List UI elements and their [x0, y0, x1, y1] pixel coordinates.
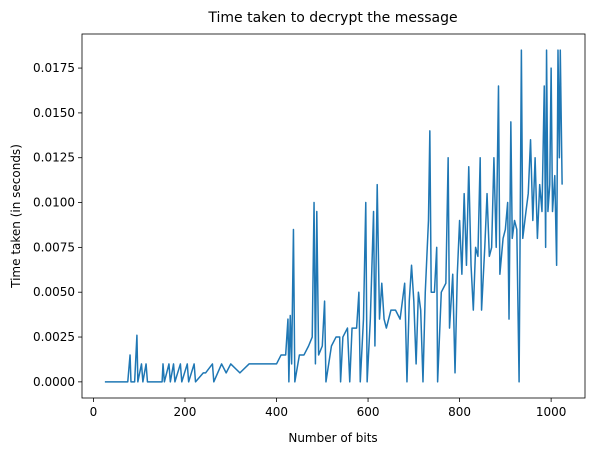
y-tick-label: 0.0075 — [33, 240, 75, 254]
x-tick-label: 200 — [174, 405, 197, 419]
x-tick-label: 0 — [90, 405, 98, 419]
x-axis-label: Number of bits — [288, 431, 377, 445]
y-tick-label: 0.0025 — [33, 330, 75, 344]
x-tick-label: 800 — [448, 405, 471, 419]
y-tick-label: 0.0150 — [33, 106, 75, 120]
x-tick-label: 400 — [265, 405, 288, 419]
x-tick-label: 1000 — [536, 405, 567, 419]
chart-title: Time taken to decrypt the message — [207, 10, 457, 26]
data-line — [104, 49, 563, 383]
plot-frame — [81, 33, 586, 399]
y-tick-label: 0.0125 — [33, 151, 75, 165]
y-tick-label: 0.0050 — [33, 285, 75, 299]
x-tick-label: 600 — [357, 405, 380, 419]
y-tick-label: 0.0100 — [33, 196, 75, 210]
y-tick-label: 0.0000 — [33, 375, 75, 389]
y-axis-label: Time taken (in seconds) — [9, 144, 23, 289]
y-tick-label: 0.0175 — [33, 61, 75, 75]
